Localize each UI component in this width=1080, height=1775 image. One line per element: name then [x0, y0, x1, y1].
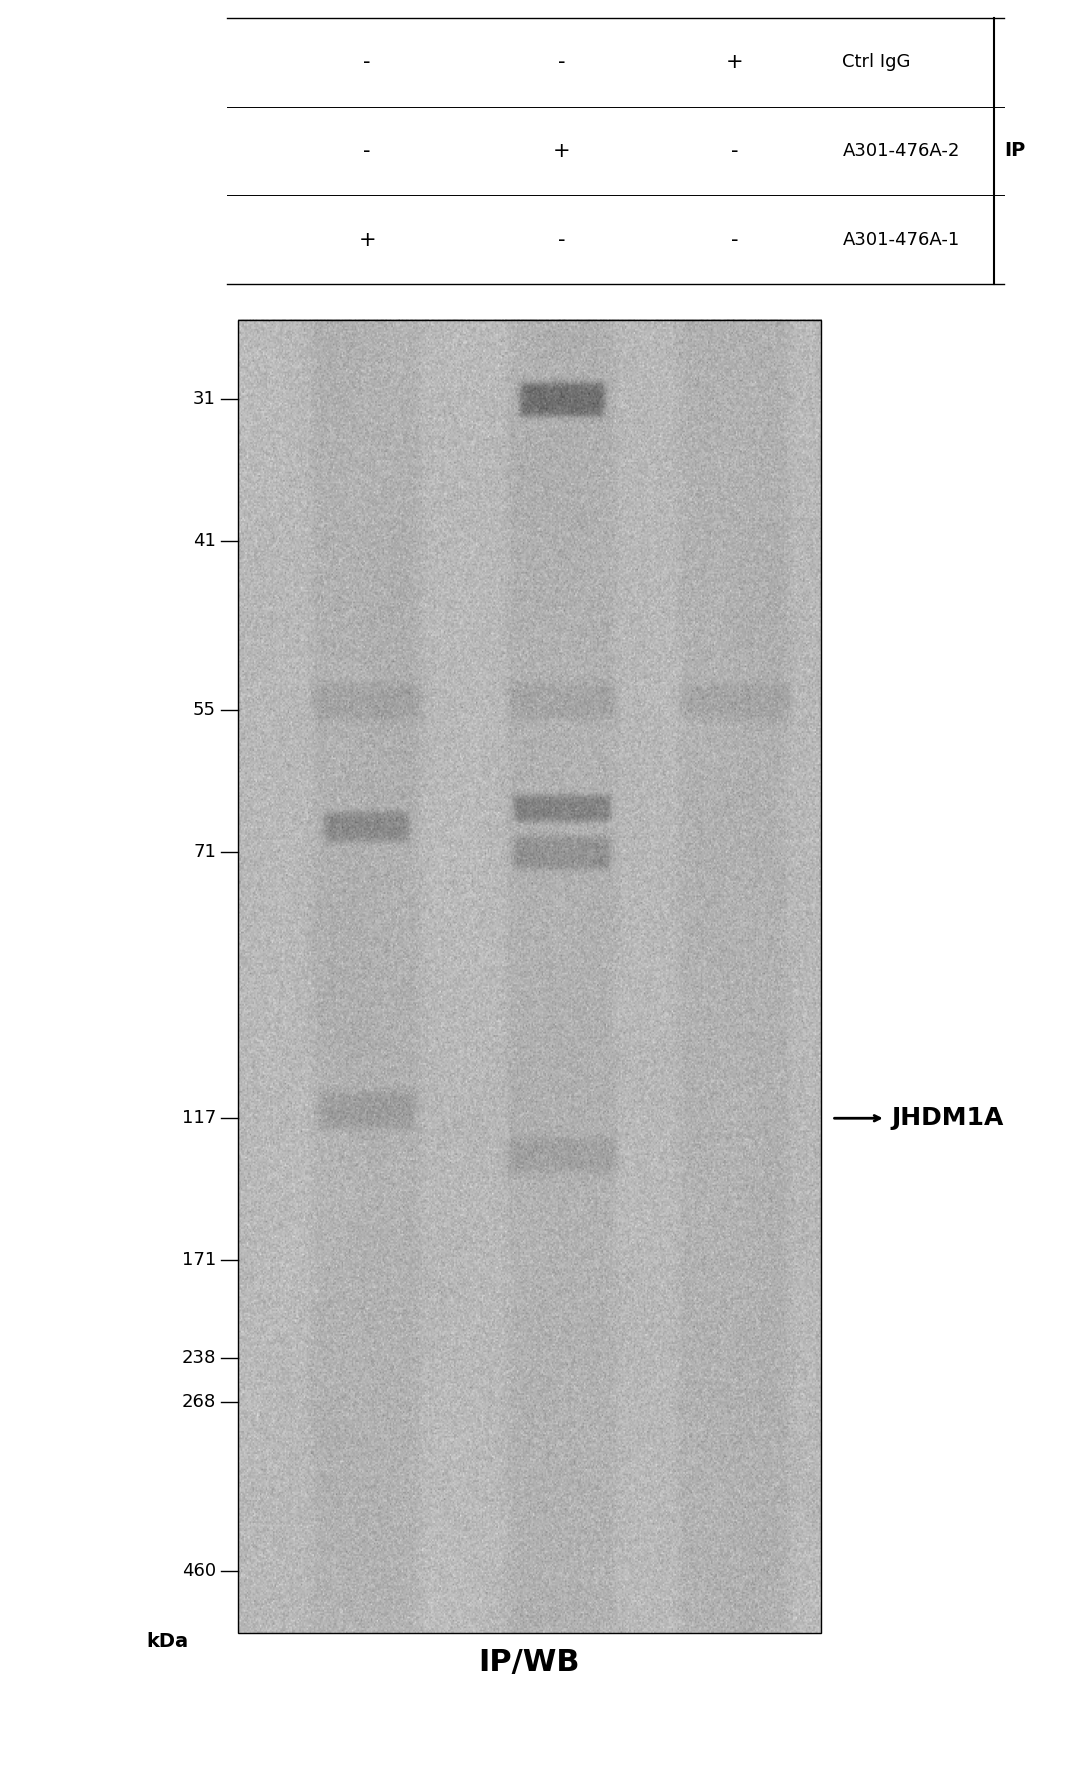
Text: -: -	[558, 51, 565, 73]
Text: +: +	[553, 140, 570, 162]
Text: -: -	[364, 140, 370, 162]
Text: +: +	[726, 51, 743, 73]
Text: 55: 55	[193, 701, 216, 719]
Text: 41: 41	[193, 532, 216, 550]
Text: IP/WB: IP/WB	[478, 1649, 580, 1677]
Text: +: +	[359, 229, 376, 250]
Text: Ctrl IgG: Ctrl IgG	[842, 53, 910, 71]
Text: A301-476A-1: A301-476A-1	[842, 231, 960, 248]
Text: -: -	[364, 51, 370, 73]
Text: 238: 238	[181, 1349, 216, 1367]
Text: IP: IP	[1004, 142, 1026, 160]
Text: 31: 31	[193, 390, 216, 408]
Text: -: -	[731, 229, 738, 250]
Text: A301-476A-2: A301-476A-2	[842, 142, 960, 160]
Text: 460: 460	[181, 1562, 216, 1580]
Text: 268: 268	[181, 1393, 216, 1411]
Text: 117: 117	[181, 1109, 216, 1127]
Text: 171: 171	[181, 1251, 216, 1269]
Bar	[238, 320, 821, 1633]
Text: -: -	[731, 140, 738, 162]
Text: kDa: kDa	[146, 1631, 189, 1651]
Text: 71: 71	[193, 843, 216, 861]
Text: JHDM1A: JHDM1A	[891, 1106, 1003, 1131]
Text: -: -	[558, 229, 565, 250]
